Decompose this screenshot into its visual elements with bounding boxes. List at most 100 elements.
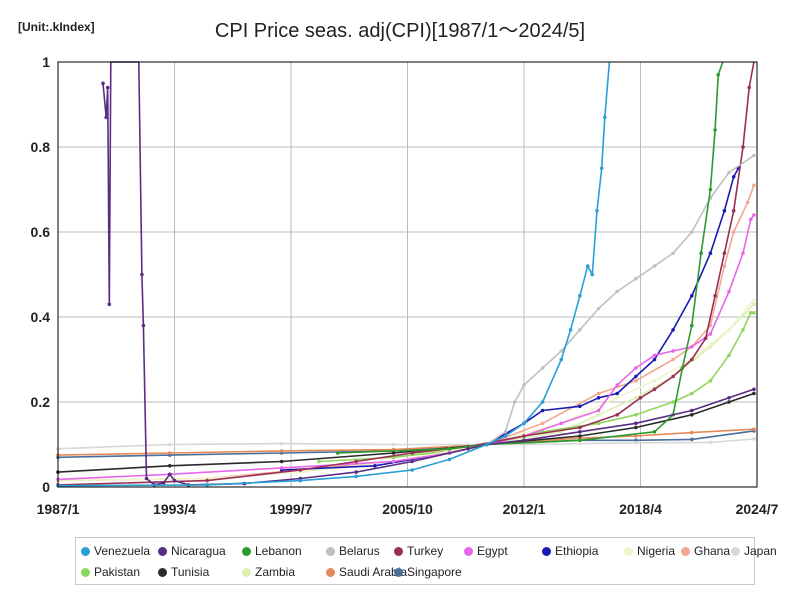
legend-label: Venezuela <box>94 544 151 558</box>
x-tick-label: 1993/4 <box>153 501 196 517</box>
data-point <box>708 440 713 445</box>
data-point <box>671 328 675 332</box>
data-point <box>690 357 694 362</box>
data-point <box>690 437 694 442</box>
data-point <box>568 328 573 332</box>
x-tick-label: 2018/4 <box>619 501 662 517</box>
x-tick-label: 1987/1 <box>37 501 80 517</box>
data-point <box>279 466 284 470</box>
data-point <box>391 442 396 447</box>
data-point <box>168 442 172 447</box>
data-point <box>690 408 694 413</box>
data-point <box>727 400 731 404</box>
data-point <box>690 430 694 435</box>
legend-swatch <box>242 568 251 577</box>
data-point <box>615 396 619 400</box>
legend-swatch <box>242 547 251 556</box>
legend-label: Ethiopia <box>555 544 599 558</box>
y-tick-label: 0.2 <box>31 394 51 410</box>
data-point <box>540 408 545 413</box>
legend-item-turkey: Turkey <box>394 544 443 558</box>
y-tick-label: 0.6 <box>31 224 51 240</box>
data-point <box>447 447 452 451</box>
y-tick-label: 1 <box>42 54 50 70</box>
series-line <box>57 185 755 482</box>
series-line <box>57 392 755 473</box>
data-point <box>652 353 657 358</box>
data-point <box>161 481 166 485</box>
y-tick-label: 0.8 <box>31 139 51 155</box>
data-point <box>634 438 638 443</box>
legend-item-belarus: Belarus <box>326 544 380 558</box>
data-point <box>595 209 599 213</box>
data-point <box>731 209 736 213</box>
data-point <box>603 115 607 120</box>
data-point <box>634 425 638 430</box>
data-point <box>578 438 582 443</box>
legend-label: Tunisia <box>171 565 210 579</box>
data-point <box>727 289 731 294</box>
legend-label: Ghana <box>694 544 731 558</box>
data-point <box>713 294 717 298</box>
data-point <box>652 357 657 362</box>
data-point <box>410 451 415 455</box>
data-point <box>596 408 601 413</box>
data-point <box>410 468 415 472</box>
data-point <box>354 474 359 479</box>
data-point <box>168 464 172 468</box>
data-point <box>652 264 657 268</box>
data-point <box>752 183 756 188</box>
data-point <box>652 430 657 434</box>
legend-label: Belarus <box>339 544 380 558</box>
data-point <box>638 396 643 400</box>
series-line <box>393 303 755 459</box>
legend-swatch <box>326 547 335 556</box>
data-point <box>596 391 601 396</box>
legend-label: Turkey <box>407 544 444 558</box>
data-point <box>168 472 172 477</box>
data-point <box>703 336 708 341</box>
data-point <box>741 251 745 255</box>
legend-item-egypt: Egypt <box>464 544 508 558</box>
data-point <box>708 251 713 255</box>
data-point <box>105 85 110 90</box>
data-point <box>716 73 720 77</box>
data-point <box>708 187 713 192</box>
series-line <box>57 438 754 450</box>
data-point <box>559 421 564 426</box>
plot-frame <box>57 61 758 488</box>
series-zambia <box>391 302 756 460</box>
data-point <box>752 302 756 307</box>
y-tick-label: 0 <box>42 479 50 495</box>
data-point <box>144 476 149 481</box>
data-point <box>104 115 108 120</box>
data-point <box>503 434 508 438</box>
data-point <box>391 451 396 455</box>
data-point <box>140 272 144 277</box>
data-point <box>634 396 638 400</box>
data-point <box>540 366 545 370</box>
data-point <box>522 383 526 387</box>
data-point <box>540 421 545 426</box>
y-tick-label: 0.4 <box>31 309 51 325</box>
data-point <box>596 306 601 311</box>
data-point <box>749 217 753 222</box>
data-point <box>708 332 713 336</box>
data-point <box>585 264 590 268</box>
data-point <box>680 366 685 370</box>
data-point <box>596 413 601 417</box>
legend-swatch <box>731 547 740 556</box>
legend-item-venezuela: Venezuela <box>81 544 150 558</box>
line-chart: 0 0.2 0.4 0.6 0.8 1 1987/1 1993/4 1999/7 2005/10… <box>31 54 779 517</box>
data-point <box>522 438 526 443</box>
data-point <box>354 459 359 464</box>
series-egypt <box>56 213 756 482</box>
x-tick-labels: 1987/1 1993/4 1999/7 2005/10 2012/1 2018/4 202… <box>37 501 779 517</box>
data-point <box>747 85 751 90</box>
data-point <box>578 434 582 438</box>
data-point <box>634 379 638 383</box>
data-point <box>745 200 750 205</box>
legend-item-nigeria: Nigeria <box>624 544 675 558</box>
data-point <box>671 357 675 362</box>
legend-label: Saudi Arabia <box>339 565 408 579</box>
